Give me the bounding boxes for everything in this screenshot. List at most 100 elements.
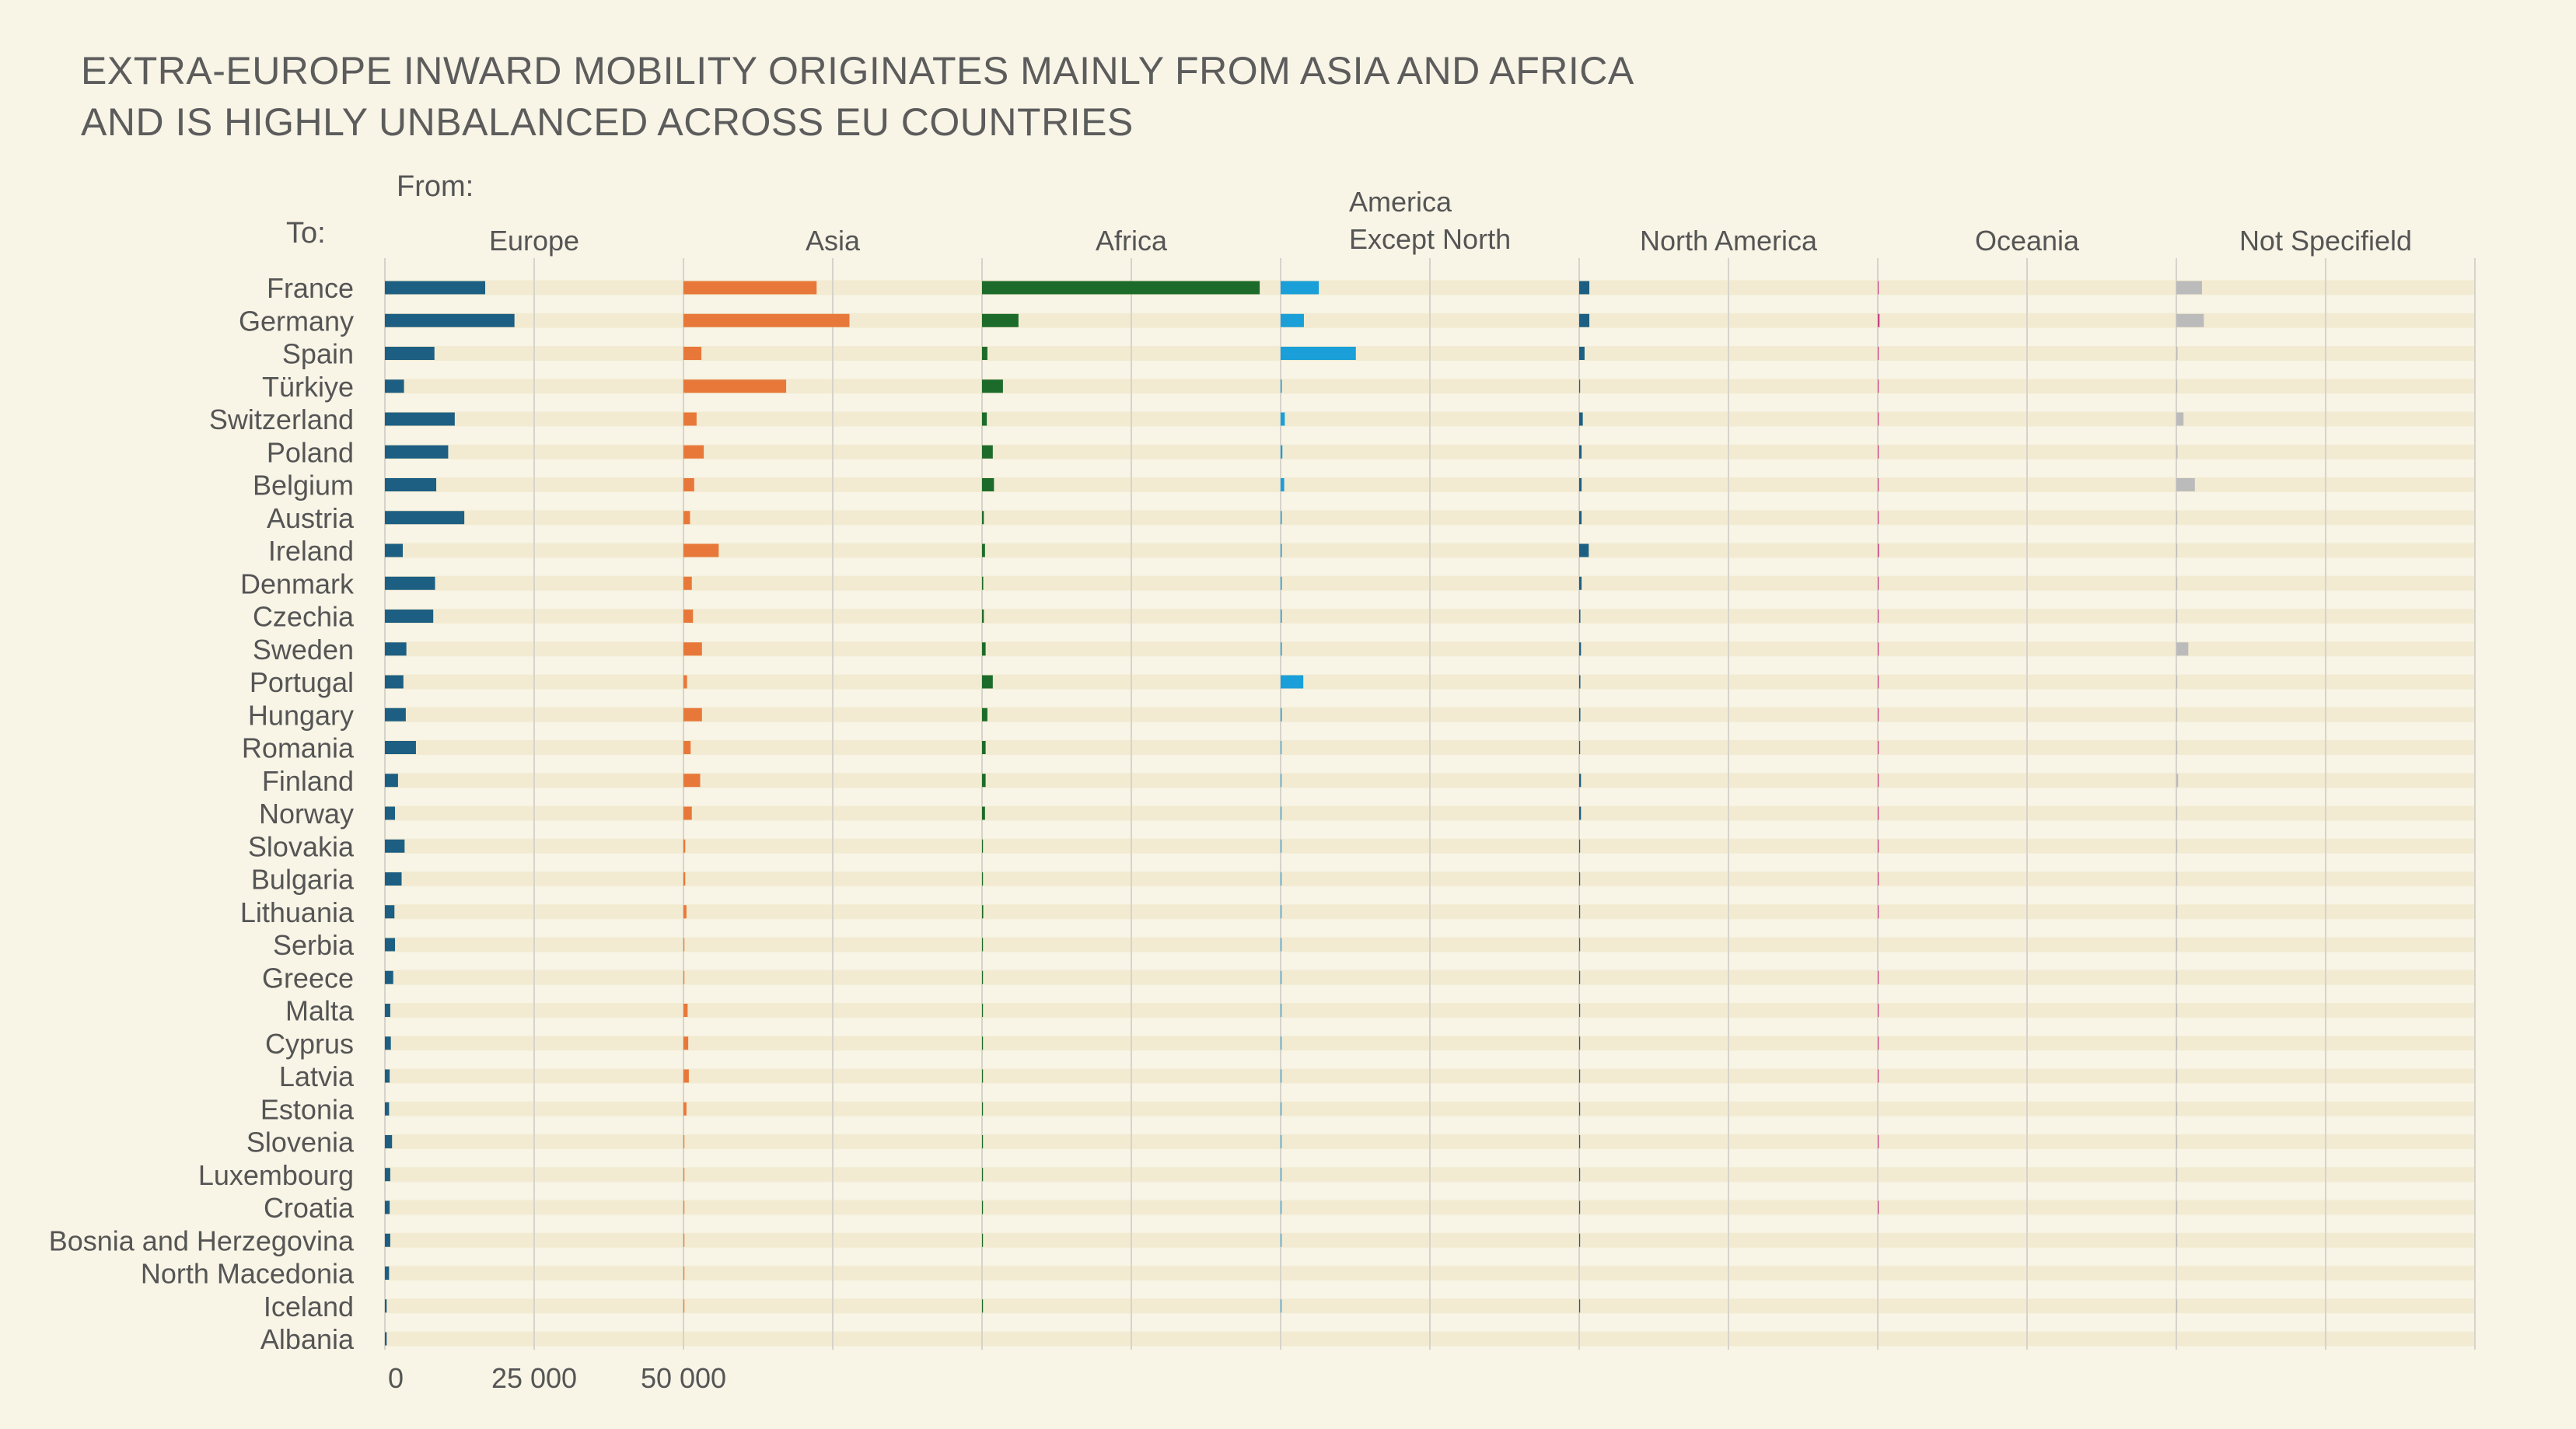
bar bbox=[982, 1135, 984, 1148]
bar bbox=[385, 1069, 390, 1083]
row-label: Malta bbox=[285, 995, 355, 1027]
bar bbox=[1878, 1036, 1879, 1050]
bar bbox=[385, 970, 393, 984]
bar bbox=[982, 806, 985, 820]
bar bbox=[1878, 905, 1879, 919]
row-label: Croatia bbox=[264, 1192, 355, 1224]
bar bbox=[683, 839, 686, 853]
bar bbox=[1281, 445, 1283, 459]
bar bbox=[1579, 281, 1590, 295]
row-label: Estonia bbox=[260, 1093, 355, 1125]
bar bbox=[385, 905, 395, 919]
chart-title: EXTRA-EUROPE INWARD MOBILITY ORIGINATES … bbox=[81, 45, 1634, 148]
bar bbox=[683, 1004, 688, 1017]
bar bbox=[1281, 675, 1304, 689]
bar bbox=[683, 1135, 685, 1148]
bar bbox=[1281, 576, 1282, 590]
bar bbox=[683, 905, 687, 919]
row-label: Slovakia bbox=[248, 830, 355, 862]
panel-header: Europe bbox=[489, 225, 579, 257]
bar bbox=[385, 774, 398, 788]
bar bbox=[2176, 938, 2178, 952]
bar bbox=[982, 872, 984, 886]
bar bbox=[683, 543, 719, 557]
x-axis-ticks: 0 25 000 50 000 bbox=[388, 1362, 726, 1394]
bar bbox=[982, 478, 994, 491]
bar bbox=[385, 675, 404, 689]
bar bbox=[1281, 543, 1282, 557]
bar bbox=[683, 970, 685, 984]
bar bbox=[1579, 1004, 1581, 1017]
row-label: Denmark bbox=[240, 568, 355, 599]
bar bbox=[2176, 970, 2178, 984]
chart-title-line-1: EXTRA-EUROPE INWARD MOBILITY ORIGINATES … bbox=[81, 49, 1634, 93]
bar bbox=[2176, 1135, 2178, 1148]
bar bbox=[1579, 576, 1582, 590]
bar bbox=[1878, 642, 1879, 656]
bar bbox=[1878, 839, 1879, 853]
bar bbox=[982, 675, 993, 689]
bar bbox=[1281, 610, 1282, 623]
bar bbox=[982, 511, 984, 525]
bar bbox=[1878, 281, 1879, 295]
row-label: Belgium bbox=[253, 470, 354, 501]
bar bbox=[1579, 1233, 1581, 1247]
bar bbox=[385, 543, 404, 557]
bar bbox=[1579, 1069, 1581, 1083]
row-label: Austria bbox=[267, 502, 355, 534]
row-label: Hungary bbox=[248, 699, 354, 731]
panel-header: Not Specifield bbox=[2239, 225, 2412, 257]
bar bbox=[1281, 281, 1319, 295]
bar bbox=[1281, 642, 1282, 656]
bar bbox=[2176, 1168, 2178, 1182]
x-tick-label: 50 000 bbox=[641, 1362, 726, 1394]
bar bbox=[2176, 1102, 2178, 1116]
bar bbox=[1579, 806, 1582, 820]
bar bbox=[982, 1036, 984, 1050]
row-label: Latvia bbox=[279, 1060, 355, 1092]
bar bbox=[1579, 543, 1589, 557]
bar bbox=[2176, 445, 2178, 459]
bar bbox=[683, 445, 704, 459]
bar bbox=[683, 610, 694, 623]
bar bbox=[1281, 412, 1285, 426]
bar bbox=[683, 1069, 689, 1083]
bar bbox=[683, 741, 691, 754]
row-label: Türkiye bbox=[262, 371, 354, 403]
row-label: Albania bbox=[260, 1323, 355, 1355]
bar bbox=[385, 379, 404, 393]
bar bbox=[1878, 806, 1879, 820]
bar bbox=[2176, 610, 2178, 623]
bar bbox=[1579, 347, 1585, 360]
bar bbox=[1878, 511, 1879, 525]
bar bbox=[1579, 839, 1581, 853]
x-tick-label: 25 000 bbox=[491, 1362, 577, 1394]
row-label: Romania bbox=[242, 732, 355, 764]
bar bbox=[982, 1299, 984, 1313]
bar bbox=[1878, 675, 1879, 689]
bar bbox=[683, 938, 685, 952]
bar bbox=[982, 1069, 984, 1083]
from-label: From: bbox=[397, 170, 474, 203]
bar bbox=[1878, 478, 1879, 491]
bar bbox=[2176, 708, 2178, 721]
bar bbox=[1579, 1135, 1581, 1148]
row-label: Greece bbox=[262, 962, 354, 994]
row-label: France bbox=[267, 272, 354, 304]
row-label: Ireland bbox=[268, 535, 354, 567]
row-label: Spain bbox=[282, 338, 354, 370]
bar bbox=[982, 741, 986, 754]
bar bbox=[2176, 1069, 2178, 1083]
bar bbox=[1878, 708, 1879, 721]
bar bbox=[1579, 1102, 1581, 1116]
to-label: To: bbox=[286, 217, 326, 250]
bar bbox=[385, 610, 434, 623]
panel-header: Asia bbox=[806, 225, 861, 257]
bar bbox=[982, 412, 987, 426]
bar bbox=[2176, 806, 2178, 820]
bar bbox=[385, 741, 416, 754]
bar bbox=[1878, 774, 1879, 788]
bar bbox=[982, 642, 986, 656]
bar bbox=[1579, 511, 1582, 525]
